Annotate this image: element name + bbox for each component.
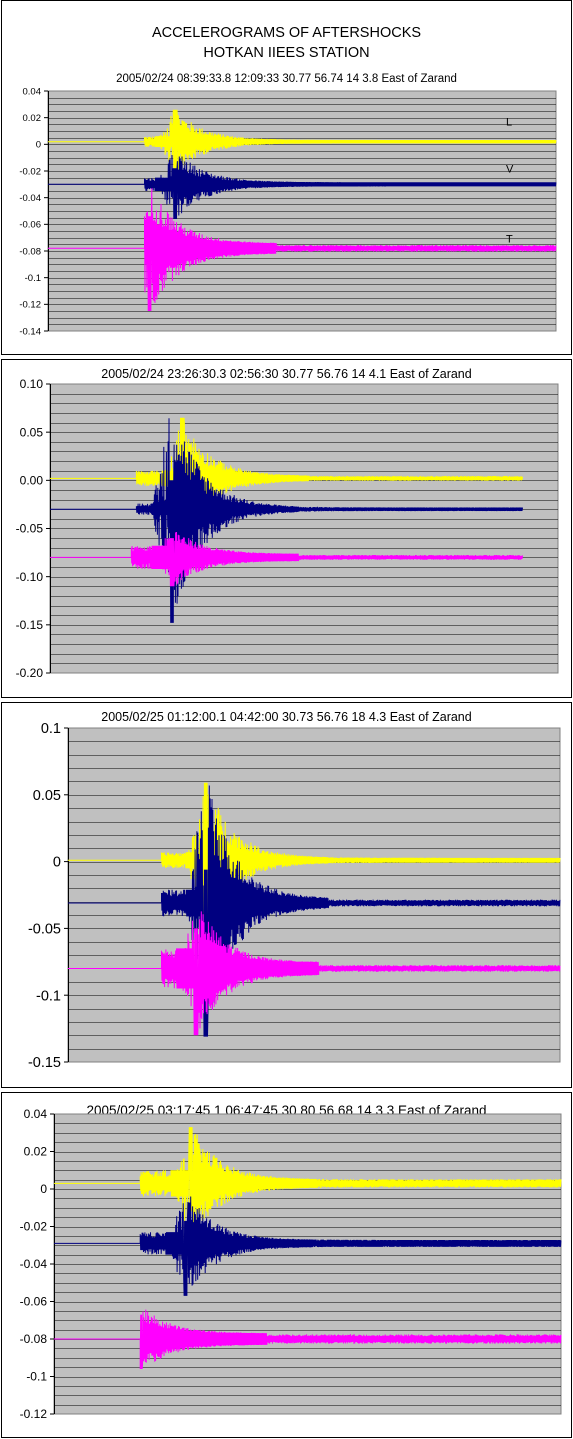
chart-title: 2005/02/24 23:26:30.3 02:56:30 30.77 56.… (101, 367, 472, 381)
y-tick-label: -0.05 (16, 522, 44, 536)
plot-area (47, 90, 557, 332)
y-tick-label: 0 (36, 140, 41, 151)
main-title-line1: ACCELEROGRAMS OF AFTERSHOCKS (151, 25, 422, 41)
series-trace-V (68, 785, 561, 1037)
chart-panel-3: 2005/02/25 01:12:00.1 04:42:00 30.73 56.… (1, 702, 572, 1088)
y-tick-label: 0 (40, 1182, 47, 1196)
y-tick-label: 0 (53, 855, 61, 871)
series-trace-T (48, 188, 557, 312)
series-trace-T (68, 911, 561, 1036)
chart-svg: 0.1 0.05 0 -0.05 -0.1 -0.15 (28, 721, 561, 1071)
main-title-line2: HOTKAN IIEES STATION (203, 45, 370, 61)
series-annotation: T (506, 233, 513, 245)
y-tick-label: 0.05 (20, 425, 44, 439)
y-tick-label: -0.04 (19, 193, 41, 204)
y-tick-label: -0.04 (20, 1257, 48, 1271)
chart-svg: 0.04 0.02 0 -0.02 -0.04 -0.06 -0.08 -0.1 -0.12 -0… (19, 86, 557, 337)
y-tick-label: -0.1 (26, 1370, 47, 1384)
y-tick-label: -0.15 (28, 1055, 61, 1071)
series-trace-T (54, 1309, 562, 1370)
y-tick-label: 0.02 (24, 1145, 48, 1159)
y-tick-label: 0.04 (23, 86, 42, 97)
y-tick-label: -0.20 (16, 666, 44, 680)
y-tick-label: -0.05 (28, 921, 61, 937)
y-tick-label: 0.05 (33, 788, 61, 804)
series-annotation: L (506, 117, 512, 129)
chart-panel-1: ACCELEROGRAMS OF AFTERSHOCKS HOTKAN IIEE… (1, 0, 572, 355)
series-trace-L (68, 782, 561, 941)
y-tick-label: -0.14 (19, 326, 41, 337)
y-tick-label: 0.00 (20, 474, 44, 488)
y-tick-label: -0.12 (19, 300, 41, 311)
chart-svg: 0.10 0.05 0.00 -0.05 -0.10 -0.15 -0.20 (16, 377, 559, 680)
chart-panel-2: 2005/02/24 23:26:30.3 02:56:30 30.77 56.… (1, 359, 572, 698)
y-tick-label: -0.06 (20, 1295, 48, 1309)
series-trace-L (48, 109, 557, 172)
chart-svg: 0.04 0.02 0 -0.02 -0.04 -0.06 -0.08 -0.1 -0.12 (20, 1107, 562, 1421)
series-trace-L (54, 1127, 562, 1228)
series-annotation: V (506, 163, 514, 175)
y-tick-label: -0.1 (25, 273, 41, 284)
y-tick-label: -0.12 (20, 1407, 48, 1421)
series-trace-T (50, 531, 523, 587)
y-tick-label: -0.1 (36, 988, 61, 1004)
y-tick-label: -0.10 (16, 570, 44, 584)
chart-panel-4: 2005/02/25 03:17:45.1 06:47:45 30.80 56.… (1, 1092, 572, 1438)
y-tick-label: -0.02 (20, 1220, 48, 1234)
chart-title: 2005/02/25 01:12:00.1 04:42:00 30.73 56.… (101, 710, 472, 724)
series-trace-V (54, 1196, 562, 1296)
series-trace-V (48, 154, 557, 220)
chart-title: 2005/02/24 08:39:33.8 12:09:33 30.77 56.… (116, 73, 457, 85)
y-tick-label: -0.06 (19, 220, 41, 231)
plot-area (53, 1113, 562, 1415)
y-tick-label: -0.15 (16, 618, 44, 632)
y-tick-label: 0.04 (24, 1107, 48, 1121)
y-tick-label: 0.1 (41, 721, 61, 737)
y-tick-label: 0.10 (20, 377, 44, 391)
y-tick-label: -0.02 (19, 166, 41, 177)
y-tick-label: -0.08 (20, 1332, 48, 1346)
plot-area (67, 727, 561, 1063)
y-tick-label: 0.02 (23, 113, 42, 124)
y-tick-label: -0.08 (19, 246, 41, 257)
series-trace-V (50, 418, 523, 623)
